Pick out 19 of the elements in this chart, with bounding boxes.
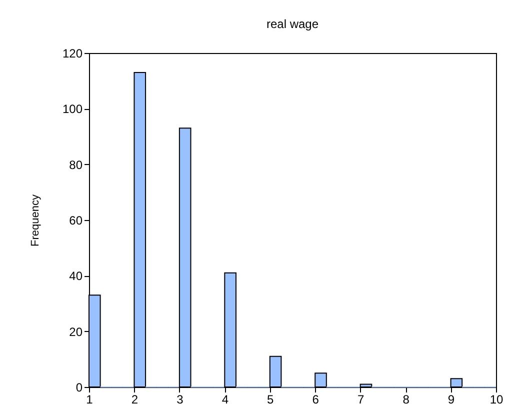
y-tick-label: 120 [62, 46, 83, 60]
x-tick-label: 7 [357, 392, 364, 406]
x-tick-label: 10 [490, 392, 504, 406]
y-tick-label: 60 [69, 214, 83, 228]
chart-title: real wage [266, 17, 319, 31]
y-tick-label: 100 [62, 102, 83, 116]
y-tick-label: 80 [69, 158, 83, 172]
x-tick-label: 1 [86, 392, 94, 406]
y-tick-label: 40 [69, 269, 83, 284]
x-tick-label: 6 [312, 392, 320, 406]
y-tick-label: 20 [69, 324, 83, 339]
x-tick-label: 8 [402, 392, 410, 406]
y-tick-label: 0 [76, 380, 83, 394]
x-tick-label: 4 [222, 392, 229, 406]
x-tick-label: 5 [267, 392, 274, 406]
y-axis-title: Frequency [29, 194, 42, 246]
x-tick-label: 3 [176, 392, 184, 406]
x-tick-label: 9 [448, 392, 455, 406]
x-tick-label: 2 [131, 392, 138, 406]
